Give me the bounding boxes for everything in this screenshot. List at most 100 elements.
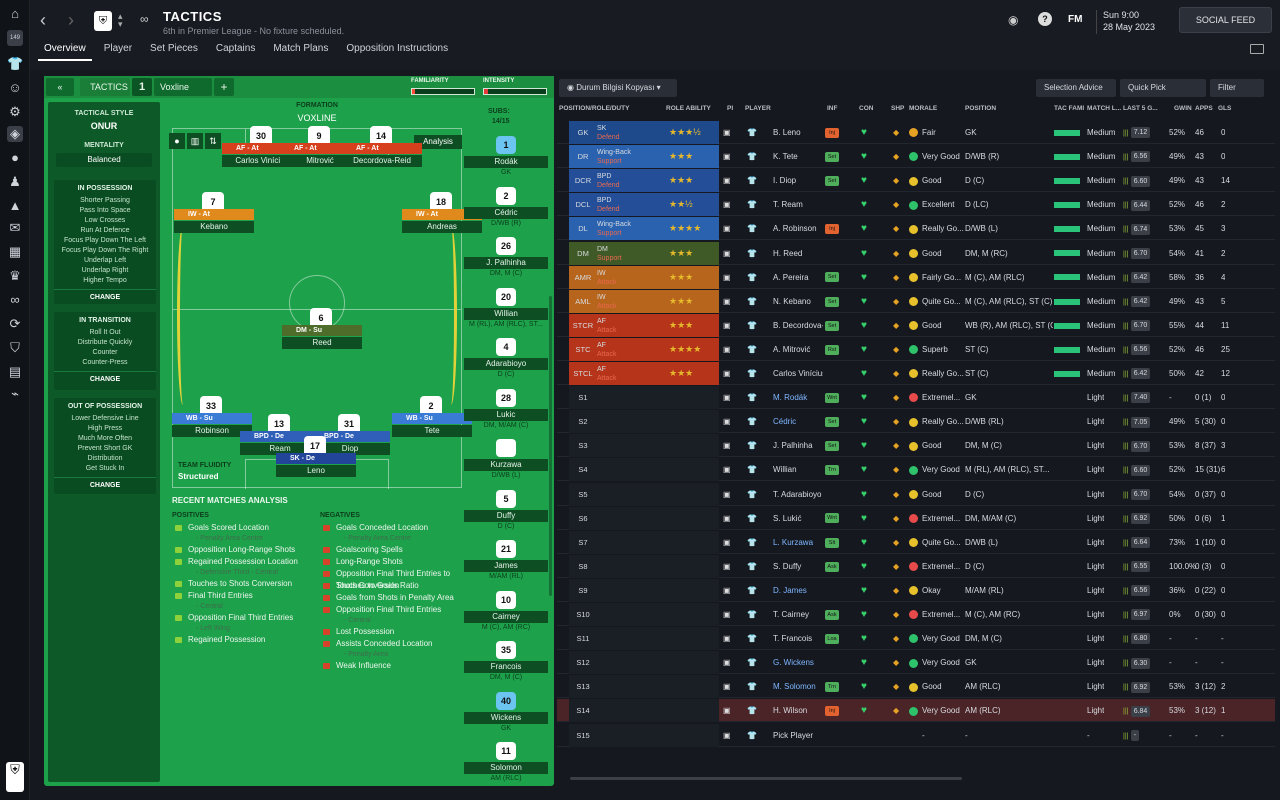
row-player-name[interactable]: M. Solomon bbox=[773, 682, 816, 692]
sub-player[interactable]: 11 Solomon AM (RLC) bbox=[464, 740, 548, 786]
row-role[interactable] bbox=[597, 458, 655, 482]
table-row[interactable]: S8 ▣ 👕 S. Duffy Ask ♥ ◆ Extremel... D (C… bbox=[557, 554, 1275, 578]
row-role[interactable] bbox=[597, 675, 655, 699]
row-player-name[interactable]: S. Duffy bbox=[773, 561, 802, 571]
sub-name[interactable]: Cairney bbox=[464, 610, 548, 623]
forward-arrow-icon[interactable]: › bbox=[68, 10, 74, 30]
player-role[interactable]: AF - At bbox=[222, 143, 302, 154]
player-instructions-icon[interactable]: ▣ bbox=[723, 344, 731, 354]
sub-player[interactable]: 10 Cairney M (C), AM (RC) bbox=[464, 589, 548, 635]
player-role[interactable]: BPD - De bbox=[310, 431, 390, 442]
manager-icon[interactable]: ◉ bbox=[1008, 13, 1019, 27]
player-instructions-icon[interactable]: ▣ bbox=[723, 224, 731, 234]
pitch-player[interactable]: 33 WB - Su Robinson bbox=[172, 396, 252, 437]
table-row[interactable]: S12 ▣ 👕 G. Wickens ♥ ◆ Very Good GK Ligh… bbox=[557, 651, 1275, 675]
player-instructions-icon[interactable]: ▣ bbox=[723, 176, 731, 186]
row-role[interactable]: BPD Defend bbox=[597, 193, 655, 217]
col-morale[interactable]: MORALE bbox=[909, 105, 938, 112]
pitch-player[interactable]: 6 DM - Su Reed bbox=[282, 308, 362, 349]
sub-name[interactable]: Kurzawa bbox=[464, 459, 548, 471]
pitch-player[interactable]: 31 BPD - De Diop bbox=[310, 414, 390, 455]
sub-name[interactable]: Duffy bbox=[464, 509, 548, 522]
sub-name[interactable]: Adarabioyo bbox=[464, 358, 548, 370]
table-row[interactable]: DR Wing-Back Support ★★★ ▣ 👕 K. Tete Set … bbox=[557, 145, 1275, 169]
row-player-name[interactable]: M. Rodák bbox=[773, 393, 808, 403]
row-role[interactable]: IW Attack bbox=[597, 265, 655, 289]
player-name[interactable]: Reed bbox=[282, 337, 362, 349]
row-player-name[interactable]: H. Reed bbox=[773, 248, 803, 258]
table-row[interactable]: S1 ▣ 👕 M. Rodák Wnt ♥ ◆ Extremel... GK L… bbox=[557, 386, 1275, 410]
inbox-badge[interactable]: 149 bbox=[7, 30, 23, 46]
sub-name[interactable]: Wickens bbox=[464, 711, 548, 724]
scouting-icon[interactable]: ✉ bbox=[9, 220, 21, 235]
player-instructions-icon[interactable]: ▣ bbox=[723, 537, 731, 547]
table-scrollbar[interactable] bbox=[570, 777, 962, 780]
back-arrow-icon[interactable]: ‹ bbox=[40, 10, 46, 30]
row-role[interactable] bbox=[597, 506, 655, 530]
row-player-name[interactable]: Pick Player bbox=[773, 730, 814, 740]
formation-dropdown[interactable]: VOXLINE bbox=[297, 113, 337, 123]
training-icon[interactable]: ♟ bbox=[9, 174, 21, 189]
row-player-name[interactable]: T. Cairney bbox=[773, 610, 810, 619]
player-instructions-icon[interactable]: ▣ bbox=[723, 200, 731, 210]
row-role[interactable] bbox=[597, 578, 655, 602]
row-role[interactable] bbox=[597, 434, 655, 458]
trophy-icon[interactable]: ♛ bbox=[9, 268, 21, 283]
player-instructions-icon[interactable]: ▣ bbox=[723, 128, 731, 137]
player-name[interactable]: Andreas bbox=[402, 221, 482, 233]
table-row[interactable]: DCR BPD Defend ★★★ ▣ 👕 I. Diop Set ♥ ◆ Go… bbox=[557, 169, 1275, 193]
col-role-ability[interactable]: ROLE ABILITY bbox=[666, 105, 711, 112]
col-player[interactable]: PLAYER bbox=[745, 105, 771, 112]
row-player-name[interactable]: S. Lukić bbox=[773, 513, 802, 523]
row-player-name[interactable]: H. Wilson bbox=[773, 706, 808, 716]
player-name[interactable]: Diop bbox=[310, 443, 390, 455]
add-tactic-button[interactable]: + bbox=[214, 78, 234, 96]
tab-set-pieces[interactable]: Set Pieces bbox=[150, 43, 198, 54]
table-row[interactable]: S11 ▣ 👕 T. Francois Loa ♥ ◆ Very Good DM… bbox=[557, 627, 1275, 651]
player-instructions-icon[interactable]: ▣ bbox=[723, 489, 731, 499]
club-icon[interactable]: ⛉ bbox=[10, 340, 20, 355]
squad-icon[interactable]: 👕 bbox=[7, 56, 24, 71]
player-instructions-icon[interactable]: ▣ bbox=[723, 369, 731, 378]
sub-name[interactable]: James bbox=[464, 560, 548, 572]
stats-view-icon[interactable]: ▥ bbox=[187, 133, 203, 149]
player-instructions-icon[interactable]: ▣ bbox=[723, 561, 731, 571]
row-player-name[interactable]: A. Pereira bbox=[773, 272, 809, 282]
sub-player[interactable]: 35 Francois DM, M (C) bbox=[464, 639, 548, 685]
sub-player[interactable]: 4 Adarabioyo D (C) bbox=[464, 336, 548, 382]
row-role[interactable]: AF Attack bbox=[597, 313, 655, 337]
collapse-chevron-icon[interactable]: « bbox=[46, 78, 74, 96]
row-role[interactable] bbox=[597, 530, 655, 554]
player-name[interactable]: Decordova-Reid bbox=[342, 155, 422, 167]
player-name[interactable]: Robinson bbox=[172, 425, 252, 437]
row-role[interactable]: AF Attack bbox=[597, 362, 655, 385]
table-row[interactable]: DCL BPD Defend ★★½ ▣ 👕 T. Ream ♥ ◆ Excell… bbox=[557, 193, 1275, 217]
sub-player[interactable]: 28 Lukic DM, M/AM (C) bbox=[464, 387, 548, 433]
row-role[interactable]: Wing-Back Support bbox=[597, 217, 655, 241]
table-row[interactable]: AMR IW Attack ★★★ ▣ 👕 A. Pereira Set ♥ ◆ … bbox=[557, 265, 1275, 289]
pitch-player[interactable]: 7 IW - At Kebano bbox=[174, 192, 254, 233]
table-row[interactable]: STCL AF Attack ★★★ ▣ 👕 Carlos Vinícius ♥ … bbox=[557, 362, 1275, 385]
medical-icon[interactable]: ▲ bbox=[8, 198, 22, 213]
staff-icon[interactable]: ⚙ bbox=[9, 104, 21, 119]
col-gls[interactable]: GLS bbox=[1218, 105, 1232, 112]
selection-advice-button[interactable]: Selection Advice bbox=[1036, 79, 1116, 97]
player-role[interactable]: IW - At bbox=[402, 209, 482, 220]
player-instructions-icon[interactable]: ▣ bbox=[723, 610, 731, 619]
screen-icon[interactable] bbox=[1250, 44, 1264, 54]
home-icon[interactable]: ⌂ bbox=[11, 6, 19, 21]
data-hub-icon[interactable]: ● bbox=[11, 150, 19, 165]
analysis-button[interactable]: Analysis bbox=[414, 135, 462, 149]
subs-scrollbar[interactable] bbox=[549, 296, 552, 596]
row-player-name[interactable]: D. James bbox=[773, 585, 807, 595]
fm-menu-button[interactable]: FM bbox=[1068, 14, 1083, 25]
row-role[interactable] bbox=[597, 386, 655, 410]
pitch-player[interactable]: 9 AF - At Mitrović bbox=[280, 126, 360, 167]
table-row[interactable]: DM DM Support ★★★ ▣ 👕 H. Reed ♥ ◆ Good DM… bbox=[557, 241, 1275, 265]
col-tac-fami[interactable]: TAC FAMI bbox=[1054, 105, 1085, 112]
player-instructions-icon[interactable]: ▣ bbox=[723, 658, 731, 668]
player-instructions-icon[interactable]: ▣ bbox=[723, 585, 731, 595]
row-role[interactable] bbox=[597, 482, 655, 506]
row-role[interactable]: DM Support bbox=[597, 241, 655, 265]
